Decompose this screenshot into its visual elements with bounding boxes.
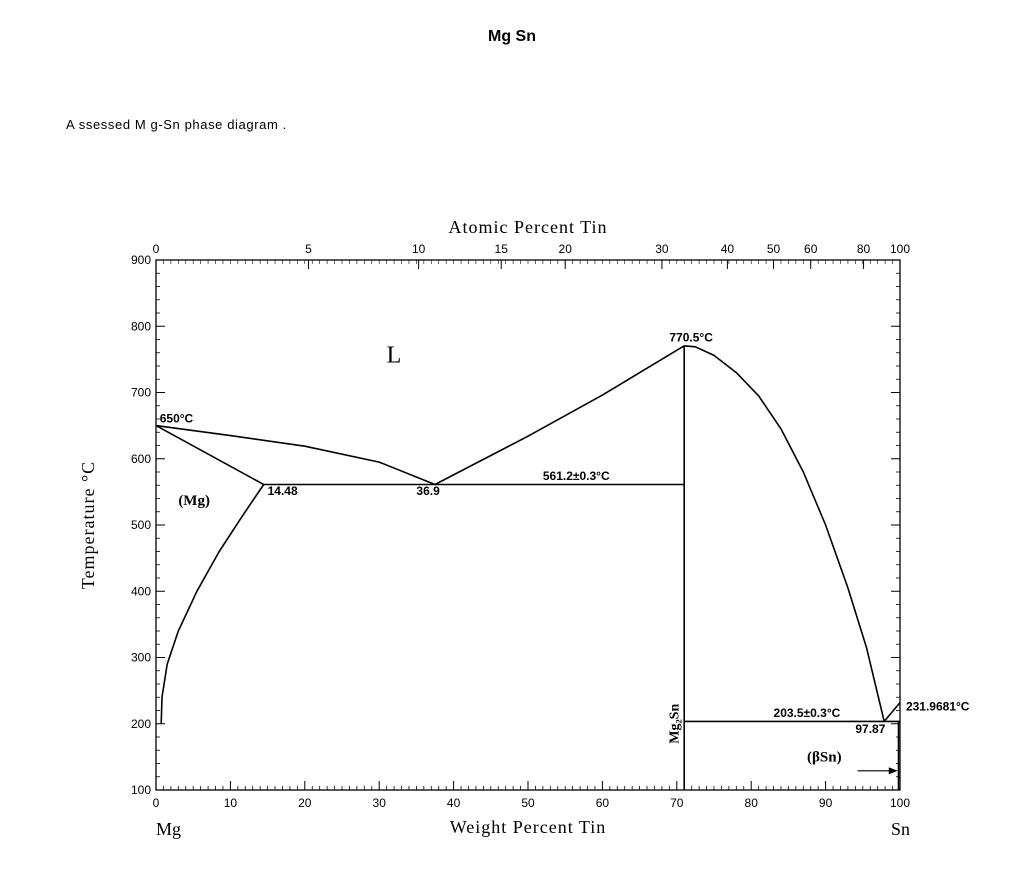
y-axis-label: Temperature °C — [78, 461, 98, 589]
y-tick-label: 900 — [131, 253, 151, 267]
x2-tick-label: 10 — [412, 242, 426, 256]
x-tick-label: 90 — [819, 796, 833, 810]
y-tick-label: 500 — [131, 518, 151, 532]
annotation-label: 203.5±0.3°C — [774, 706, 841, 720]
phase-boundary-line — [155, 424, 436, 486]
label-group: 0 10 20 30 40 50 60 70 80 90 100100200300400500600… — [78, 217, 970, 839]
x2-tick-label: 15 — [495, 242, 509, 256]
page-subtitle: A ssessed M g-Sn phase diagram . — [66, 117, 287, 132]
y-tick-label: 300 — [131, 651, 151, 665]
annotation-label: L — [387, 343, 402, 369]
annotation-label: 14.48 — [268, 484, 298, 498]
right-component-label: Sn — [891, 819, 910, 839]
x-axis-label: Weight Percent Tin — [450, 817, 607, 837]
phase-boundary-line — [434, 345, 685, 486]
x-tick-label: 20 — [298, 796, 312, 810]
annotation-label: 650°C — [160, 411, 194, 425]
annotation-label: 97.87 — [855, 722, 885, 736]
x2-tick-label: 60 — [804, 242, 818, 256]
x2-tick-label: 50 — [767, 242, 781, 256]
tick-group — [155, 259, 901, 791]
x2-tick-label: 40 — [721, 242, 735, 256]
annotation-label: 770.5°C — [669, 330, 713, 344]
page-title: Mg Sn — [488, 28, 536, 45]
x-tick-label: 0 — [153, 796, 160, 810]
y-tick-label: 200 — [131, 717, 151, 731]
x-tick-label: 80 — [745, 796, 759, 810]
y-tick-label: 800 — [131, 319, 151, 333]
left-component-label: Mg — [156, 819, 181, 839]
x-tick-label: 100 — [890, 796, 910, 810]
annotation-label: Mg₂Sn — [667, 704, 682, 744]
x2-tick-label: 30 — [655, 242, 669, 256]
phase-boundary-line — [684, 345, 885, 722]
x-tick-label: 60 — [596, 796, 610, 810]
phase-boundary-line — [155, 424, 265, 486]
y-tick-label: 100 — [131, 783, 151, 797]
y-tick-label: 700 — [131, 386, 151, 400]
x2-tick-label: 80 — [857, 242, 871, 256]
y-tick-label: 600 — [131, 452, 151, 466]
x-tick-label: 30 — [373, 796, 387, 810]
annotation-label: (βSn) — [807, 750, 842, 766]
x-tick-label: 50 — [521, 796, 535, 810]
x-tick-label: 70 — [670, 796, 684, 810]
phase-boundary-line — [160, 484, 265, 724]
x2-tick-label: 0 — [153, 242, 160, 256]
annotation-label: 231.9681°C — [906, 700, 970, 714]
annotation-label: 36.9 — [416, 484, 440, 498]
x2-axis-label: Atomic Percent Tin — [448, 217, 607, 237]
y-tick-label: 400 — [131, 584, 151, 598]
beta-sn-arrow-head — [888, 767, 898, 775]
phase-boundary-line — [883, 702, 901, 722]
x-tick-label: 40 — [447, 796, 461, 810]
series-group — [155, 345, 901, 790]
annotation-label: (Mg) — [178, 493, 210, 509]
annotation-label: 561.2±0.3°C — [543, 469, 610, 483]
x2-tick-label: 5 — [305, 242, 312, 256]
x-tick-label: 10 — [224, 796, 238, 810]
x2-tick-label: 100 — [890, 242, 910, 256]
x2-tick-label: 20 — [559, 242, 573, 256]
